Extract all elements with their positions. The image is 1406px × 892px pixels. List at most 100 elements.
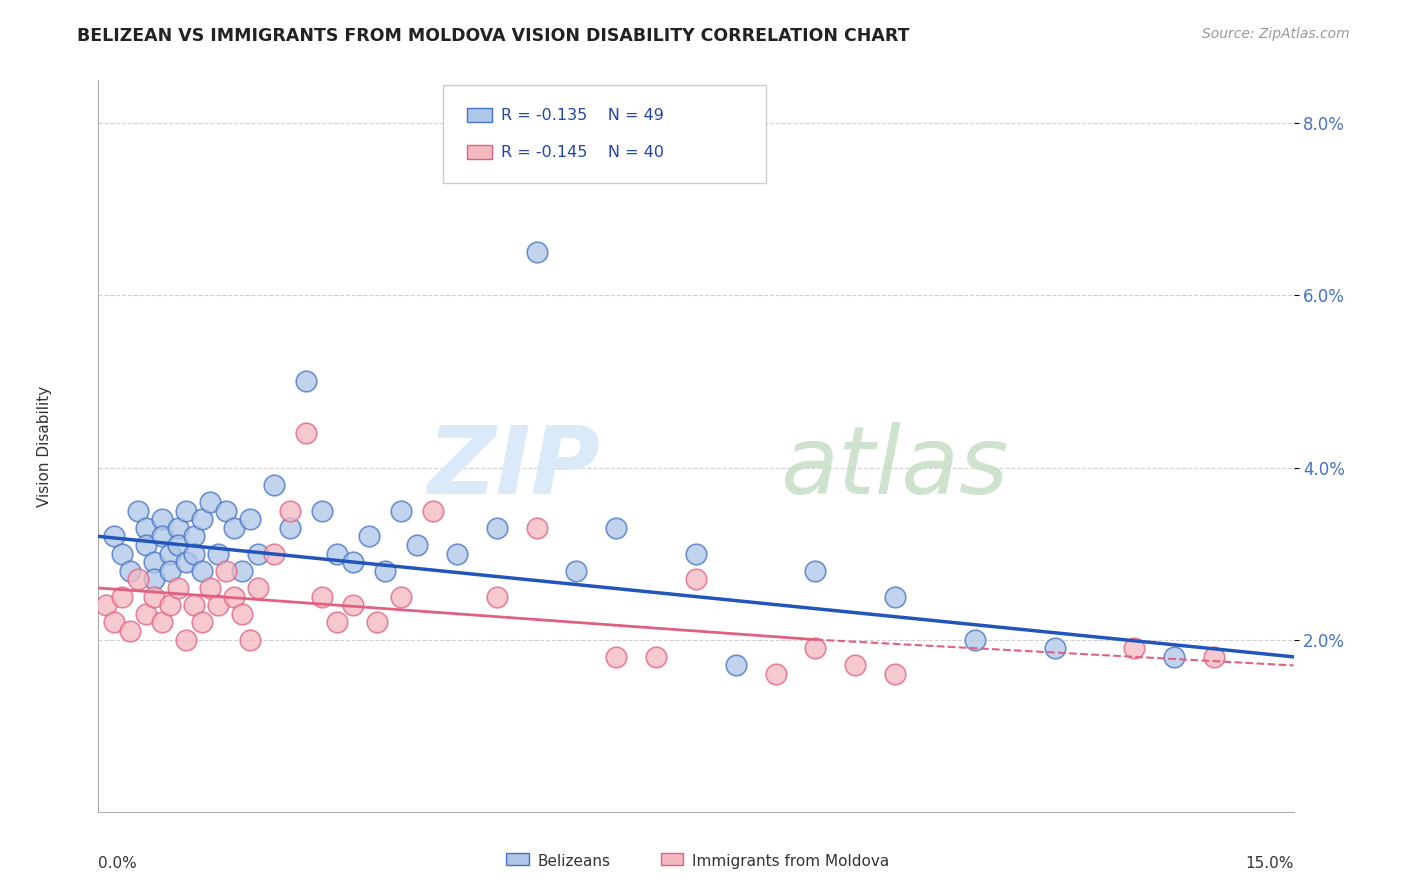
Point [645,649,668,664]
Point [605,521,627,535]
Point [724,658,747,673]
Text: ZIP: ZIP [427,422,600,514]
Point [127,573,149,587]
Point [159,598,181,612]
Point [167,581,190,595]
Text: Immigrants from Moldova: Immigrants from Moldova [692,854,889,869]
Point [263,547,285,561]
Point [222,521,245,535]
Point [135,607,157,621]
Point [191,512,214,526]
Point [685,547,707,561]
Point [294,375,316,389]
Text: BELIZEAN VS IMMIGRANTS FROM MOLDOVA VISION DISABILITY CORRELATION CHART: BELIZEAN VS IMMIGRANTS FROM MOLDOVA VISI… [77,27,910,45]
Point [96,598,118,612]
Point [605,649,627,664]
Point [150,615,173,630]
Point [120,624,142,638]
Point [884,667,907,681]
Point [311,503,333,517]
Point [359,529,381,543]
Point [804,641,827,656]
Point [1123,641,1146,656]
Text: R = -0.135    N = 49: R = -0.135 N = 49 [501,108,664,123]
Text: Vision Disability: Vision Disability [37,385,52,507]
Point [1043,641,1066,656]
Point [111,547,134,561]
Point [1163,649,1185,664]
Point [150,512,173,526]
Point [231,564,253,578]
Point [765,667,787,681]
Point [191,564,214,578]
Point [326,547,349,561]
Point [366,615,388,630]
Point [174,632,197,647]
Point [207,547,229,561]
Text: Source: ZipAtlas.com: Source: ZipAtlas.com [1202,27,1350,41]
Point [446,547,468,561]
Point [389,590,412,604]
Point [278,521,301,535]
Point [191,615,214,630]
Point [127,503,149,517]
Point [389,503,412,517]
Point [215,503,238,517]
Point [246,581,269,595]
Point [135,521,157,535]
Point [159,564,181,578]
Point [222,590,245,604]
Point [342,598,364,612]
Point [103,615,125,630]
Text: Belizeans: Belizeans [537,854,610,869]
Point [804,564,827,578]
Point [183,529,205,543]
Point [183,547,205,561]
Point [135,538,157,552]
Point [198,495,221,509]
Point [311,590,333,604]
Point [150,529,173,543]
Point [342,555,364,569]
Point [159,547,181,561]
Text: R = -0.145    N = 40: R = -0.145 N = 40 [501,145,664,160]
Point [278,503,301,517]
Text: 0.0%: 0.0% [98,855,138,871]
Point [239,512,262,526]
Point [565,564,588,578]
Point [294,426,316,441]
Point [167,538,190,552]
Point [844,658,866,673]
Point [103,529,125,543]
Point [884,590,907,604]
Point [231,607,253,621]
Point [143,590,166,604]
Text: atlas: atlas [779,423,1008,514]
Point [485,590,508,604]
Point [485,521,508,535]
Point [183,598,205,612]
Point [239,632,262,647]
Point [406,538,429,552]
Point [374,564,396,578]
Point [174,555,197,569]
Point [1202,649,1225,664]
Text: 15.0%: 15.0% [1246,855,1294,871]
Point [167,521,190,535]
Point [526,245,548,260]
Point [526,521,548,535]
Point [963,632,986,647]
Point [143,555,166,569]
Point [246,547,269,561]
Point [207,598,229,612]
Point [326,615,349,630]
Point [111,590,134,604]
Point [120,564,142,578]
Point [422,503,444,517]
Point [685,573,707,587]
Point [198,581,221,595]
Point [143,573,166,587]
Point [174,503,197,517]
Point [215,564,238,578]
Point [263,477,285,491]
